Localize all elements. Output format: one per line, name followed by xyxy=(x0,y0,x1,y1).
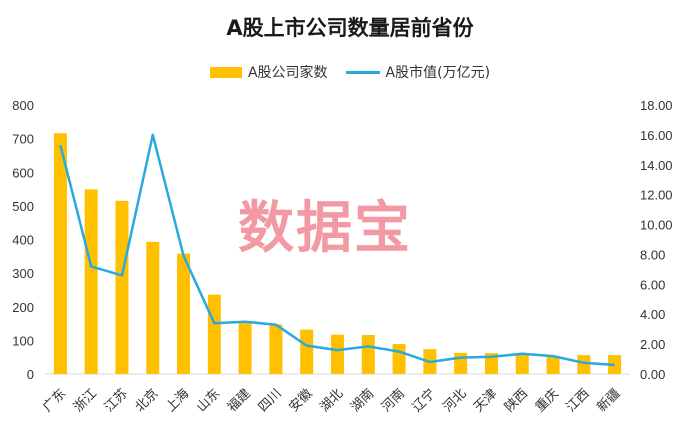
x-axis-labels: 广东 浙江 江苏 北京 上海 山东 福建 四川 安徽 湖北 湖南 河南 辽宁 河北 天津 陕西 重庆 江西 新疆 xyxy=(40,386,623,416)
x-tick-label: 天津 xyxy=(471,386,500,415)
y-left-tick-label: 700 xyxy=(12,132,34,147)
bar-陕西 xyxy=(515,354,529,374)
bar-河南 xyxy=(392,344,406,374)
legend-label-bar: A股公司家数 xyxy=(247,65,328,81)
bar-湖北 xyxy=(331,334,344,374)
y-left-tick-label: 600 xyxy=(12,165,34,180)
y-right-tick-label: 10.00 xyxy=(640,218,673,233)
x-tick-label: 河南 xyxy=(378,386,408,416)
bar-series xyxy=(53,133,622,374)
watermark: 数据宝 xyxy=(238,196,412,261)
x-tick-label: 北京 xyxy=(133,386,162,415)
line-market-cap xyxy=(59,133,615,367)
chart-legend: A股公司家数 A股市值(万亿元) xyxy=(0,62,700,82)
bar-江苏 xyxy=(115,200,129,374)
bar-重庆 xyxy=(546,355,560,374)
bar-浙江 xyxy=(84,189,98,374)
bar-山东 xyxy=(207,294,221,374)
bar-河北 xyxy=(454,352,468,374)
y-left-tick-label: 200 xyxy=(12,300,34,315)
y-right-tick-label: 4.00 xyxy=(640,307,665,322)
legend-label-line: A股市值(万亿元) xyxy=(385,65,491,81)
x-tick-label: 陕西 xyxy=(502,386,531,415)
y-right-tick-label: 2.00 xyxy=(640,337,665,352)
y-right-tick-label: 14.00 xyxy=(640,158,673,173)
chart-title: A股上市公司数量居前省份 xyxy=(226,16,474,40)
x-tick-label: 江西 xyxy=(564,386,593,415)
x-tick-label: 新疆 xyxy=(594,386,624,416)
bar-广东 xyxy=(53,133,67,374)
bar-天津 xyxy=(484,353,498,374)
bar-福建 xyxy=(238,322,252,374)
x-tick-label: 福建 xyxy=(225,386,254,415)
bar-江西 xyxy=(577,355,591,374)
y-left-tick-label: 500 xyxy=(12,199,34,214)
bar-北京 xyxy=(146,241,160,374)
x-tick-label: 湖南 xyxy=(347,386,377,416)
y-left-tick-label: 100 xyxy=(12,333,34,348)
y-right-tick-label: 6.00 xyxy=(640,277,665,292)
x-tick-label: 上海 xyxy=(163,386,192,415)
legend-swatch-line xyxy=(345,70,380,74)
y-left-tick-label: 800 xyxy=(12,98,34,113)
legend-swatch-bar xyxy=(209,66,242,78)
x-tick-label: 重庆 xyxy=(532,386,562,416)
bar-上海 xyxy=(177,253,191,374)
y-right-tick-label: 16.00 xyxy=(640,128,673,143)
x-tick-label: 山东 xyxy=(194,386,223,415)
y-right-tick-label: 8.00 xyxy=(640,247,665,262)
x-tick-label: 安徽 xyxy=(287,386,316,415)
legend-item-bar: A股公司家数 xyxy=(209,62,328,82)
y-left-tick-label: 400 xyxy=(12,233,34,248)
x-tick-label: 四川 xyxy=(256,386,285,415)
x-tick-label: 辽宁 xyxy=(409,386,439,416)
y-axis-right: 0.00 2.00 4.00 6.00 8.00 10.00 12.00 14.00 16.00… xyxy=(640,98,673,382)
bar-四川 xyxy=(269,324,283,374)
y-left-tick-label: 300 xyxy=(12,266,34,281)
x-tick-label: 广东 xyxy=(40,386,69,415)
legend-item-line: A股市值(万亿元) xyxy=(345,62,491,82)
y-left-tick-label: 0 xyxy=(27,367,34,382)
line-series xyxy=(59,133,615,367)
y-right-tick-label: 18.00 xyxy=(640,98,673,113)
bar-湖南 xyxy=(361,334,375,374)
x-tick-label: 河北 xyxy=(440,386,469,415)
y-axis-left: 0 100 200 300 400 500 600 700 800 xyxy=(12,98,630,382)
y-right-tick-label: 0.00 xyxy=(640,367,665,382)
x-tick-label: 江苏 xyxy=(101,386,131,416)
x-tick-label: 浙江 xyxy=(71,386,100,415)
bar-安徽 xyxy=(300,329,314,374)
x-tick-label: 湖北 xyxy=(317,386,346,415)
y-right-tick-label: 12.00 xyxy=(640,188,673,203)
